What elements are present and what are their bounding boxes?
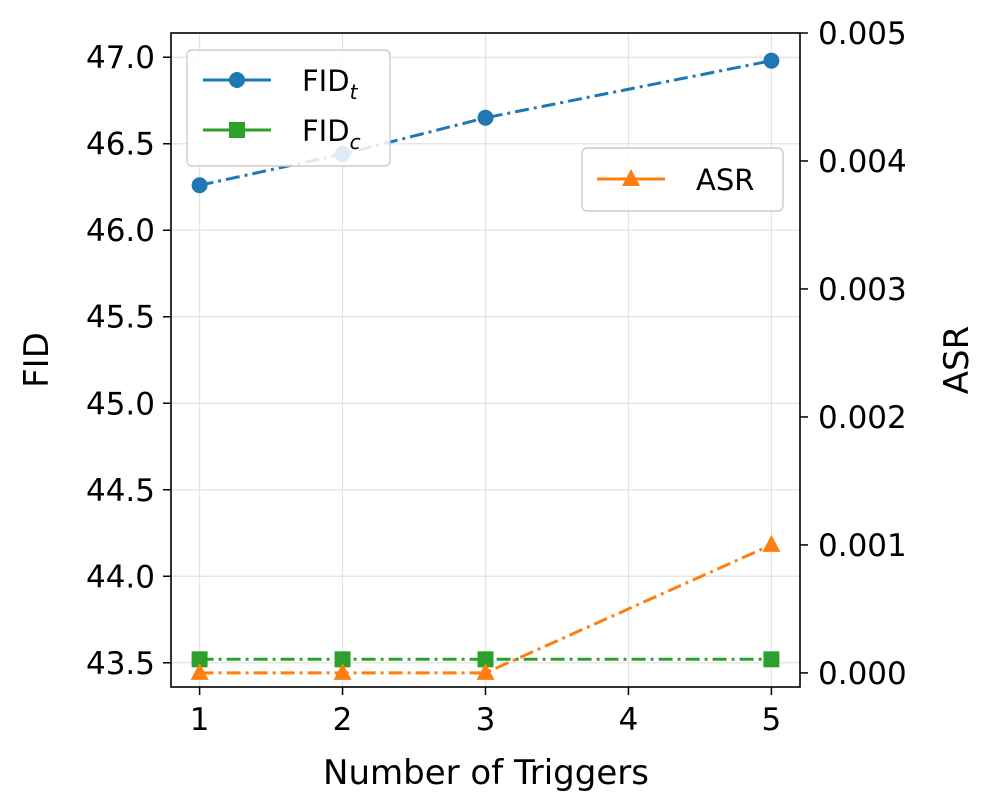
data-point-fid-t-3 <box>477 109 494 126</box>
legend-marker-fid-t <box>229 72 245 88</box>
x-tick-label-2: 2 <box>333 702 353 738</box>
y-right-tick-label-0.004: 0.004 <box>818 144 907 180</box>
y-left-tick-label-43.5: 43.5 <box>86 646 155 682</box>
y-axis-left: 43.5 44.0 44.5 45.0 45.5 46.0 46.5 47.0 <box>86 40 171 682</box>
data-point-fid-t-5 <box>763 52 780 69</box>
x-tick-label-3: 3 <box>476 702 496 738</box>
data-point-asr-2 <box>333 662 352 680</box>
y-left-tick-label-44.0: 44.0 <box>86 559 155 595</box>
legend-marker-fid-c <box>229 122 245 138</box>
legend-marker-asr <box>622 169 640 186</box>
y-right-tick-label-0.001: 0.001 <box>818 528 907 564</box>
legend-label-fid-c-sub: c <box>350 130 361 154</box>
x-axis: 1 2 3 4 5 <box>190 687 782 738</box>
y-axis-left-title: FID <box>17 332 57 388</box>
y-left-tick-label-45.5: 45.5 <box>86 300 155 336</box>
data-point-asr-5 <box>762 534 781 552</box>
legend-label-fid-c-main: FID <box>302 114 350 148</box>
data-point-fid-c-5 <box>763 651 780 668</box>
series-line-fid-t <box>199 59 772 187</box>
legend-item-fid-c: FIDc <box>203 114 361 154</box>
legend-label-asr: ASR <box>696 163 754 197</box>
data-point-asr-3 <box>476 662 495 680</box>
data-point-fid-t-1 <box>191 177 208 194</box>
legend-left: FIDt FIDc <box>186 49 391 167</box>
y-right-tick-label-0.005: 0.005 <box>818 16 907 52</box>
legend-label-fid-t-sub: t <box>350 80 359 104</box>
x-tick-label-1: 1 <box>190 702 210 738</box>
legend-item-asr: ASR <box>597 163 754 197</box>
y-right-tick-label-0.000: 0.000 <box>818 656 907 692</box>
y-axis-right-title: ASR <box>937 326 977 394</box>
y-left-tick-label-44.5: 44.5 <box>86 473 155 509</box>
data-point-asr-1 <box>190 662 209 680</box>
data-point-fid-c-2 <box>334 651 351 668</box>
y-right-tick-label-0.002: 0.002 <box>818 400 907 436</box>
y-left-tick-label-45.0: 45.0 <box>86 386 155 422</box>
legend-label-fid-t: FIDt <box>302 64 359 104</box>
legend-right-box <box>581 147 784 212</box>
series-layer <box>190 52 781 680</box>
y-left-tick-label-47.0: 47.0 <box>86 40 155 76</box>
data-point-fid-c-3 <box>477 651 494 668</box>
y-right-tick-label-0.003: 0.003 <box>818 272 907 308</box>
y-axis-right: 0.000 0.001 0.002 0.003 0.004 0.005 <box>800 16 907 692</box>
x-axis-title: Number of Triggers <box>323 753 649 793</box>
y-left-tick-label-46.5: 46.5 <box>86 127 155 163</box>
x-tick-label-5: 5 <box>762 702 782 738</box>
legend-label-fid-c: FIDc <box>302 114 361 154</box>
legend-label-fid-t-main: FID <box>302 64 350 98</box>
y-left-tick-label-46.0: 46.0 <box>86 213 155 249</box>
x-tick-label-4: 4 <box>619 702 639 738</box>
legend-right: ASR <box>581 147 784 212</box>
series-line-asr <box>199 543 773 675</box>
data-point-fid-c-1 <box>191 651 208 668</box>
legend-item-fid-t: FIDt <box>203 64 359 104</box>
